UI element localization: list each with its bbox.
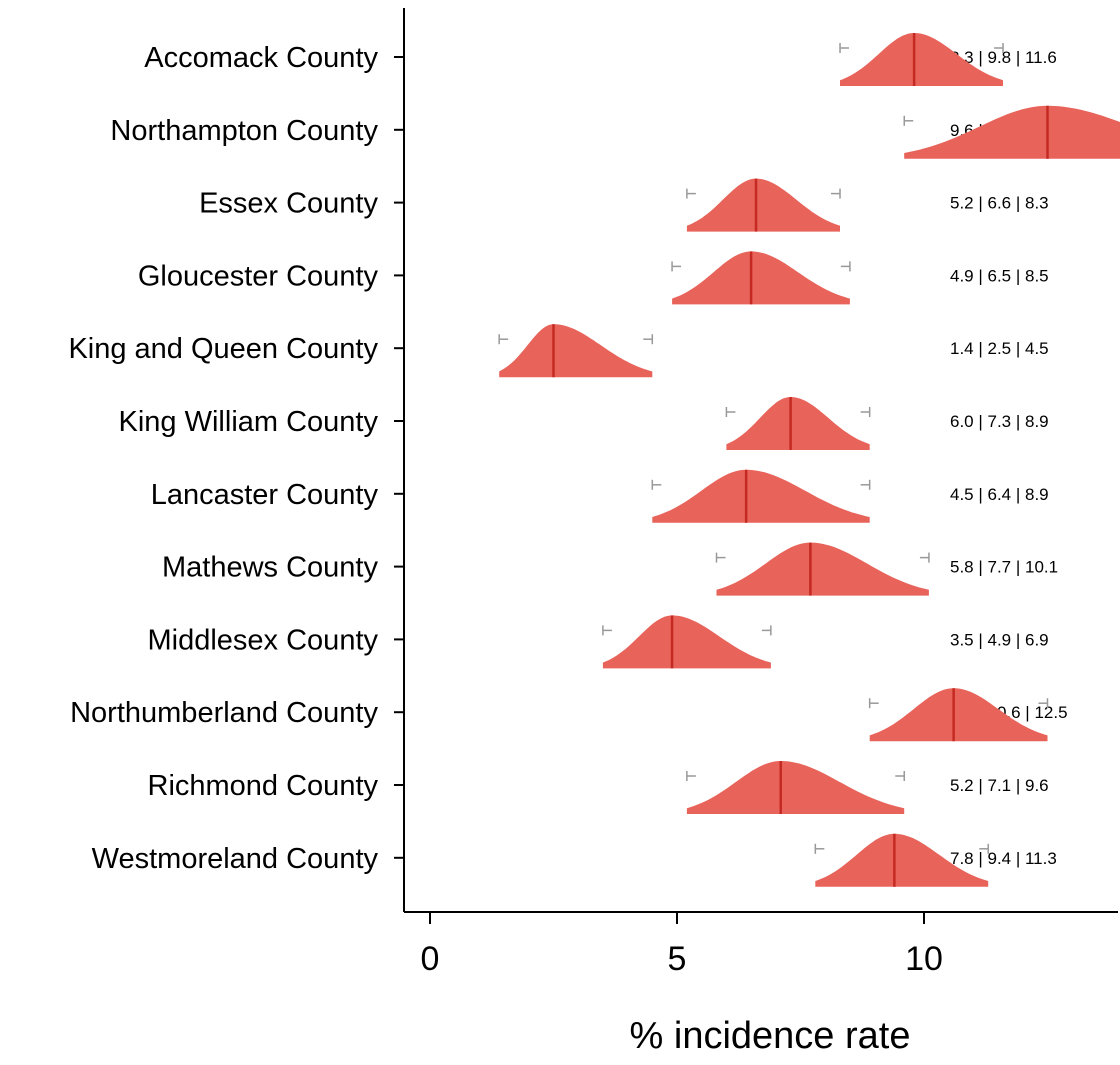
density-shape bbox=[499, 324, 653, 378]
value-annotation: 3.5 | 4.9 | 6.9 bbox=[950, 630, 1049, 649]
density-shape bbox=[815, 833, 989, 887]
interval-whisker bbox=[686, 188, 841, 199]
x-axis-ticks: 05101520 bbox=[421, 912, 943, 978]
row-king-and-queen-county: King and Queen County 1.4 | 2.5 | 4.5 bbox=[68, 324, 1049, 378]
density-shape bbox=[840, 33, 1003, 86]
interval-whisker bbox=[903, 115, 914, 126]
interval-whisker bbox=[814, 843, 989, 854]
x-tick-label: 10 bbox=[905, 940, 943, 978]
row-westmoreland-county: Westmoreland County 7.8 | 9.4 | 11.3 bbox=[92, 833, 1057, 887]
y-tick-label: Westmoreland County bbox=[92, 843, 379, 875]
row-mathews-county: Mathews County 5.8 | 7.7 | 10.1 bbox=[162, 542, 1058, 596]
y-tick-label: Essex County bbox=[199, 188, 378, 220]
y-tick-label: King William County bbox=[119, 406, 379, 438]
chart-rows: Accomack County 8.3 | 9.8 | 11.6 Northampt… bbox=[68, 33, 1120, 887]
interval-whisker bbox=[839, 43, 1004, 53]
value-annotation: 8.3 | 9.8 | 11.6 bbox=[950, 48, 1057, 67]
y-tick-label: Lancaster County bbox=[151, 479, 379, 511]
y-tick-label: Northampton County bbox=[110, 115, 378, 147]
y-tick-label: King and Queen County bbox=[68, 333, 378, 365]
density-shape bbox=[652, 469, 870, 523]
y-tick-label: Accomack County bbox=[144, 42, 378, 74]
interval-whisker bbox=[498, 334, 654, 345]
row-northumberland-county: Northumberland County 8.9 | 10.6 | 12.5 bbox=[70, 688, 1068, 742]
row-accomack-county: Accomack County 8.3 | 9.8 | 11.6 bbox=[144, 33, 1057, 86]
value-annotation: 5.8 | 7.7 | 10.1 bbox=[950, 558, 1058, 577]
density-shape bbox=[726, 397, 870, 450]
row-richmond-county: Richmond County 5.2 | 7.1 | 9.6 bbox=[148, 761, 1049, 814]
row-northampton-county: Northampton County9.6 | 12.5 | 16.1 bbox=[110, 105, 1120, 159]
interval-whisker bbox=[715, 552, 930, 563]
density-shape bbox=[869, 688, 1048, 742]
row-gloucester-county: Gloucester County 4.9 | 6.5 | 8.5 bbox=[138, 251, 1049, 305]
value-annotation: 5.2 | 6.6 | 8.3 bbox=[950, 194, 1049, 213]
value-annotation: 1.4 | 2.5 | 4.5 bbox=[950, 339, 1049, 358]
y-tick-label: Middlesex County bbox=[148, 624, 379, 656]
row-king-william-county: King William County 6.0 | 7.3 | 8.9 bbox=[119, 397, 1049, 450]
interval-whisker bbox=[868, 698, 1049, 709]
interval-whisker bbox=[651, 479, 871, 490]
y-tick-label: Richmond County bbox=[148, 770, 379, 802]
interval-whisker bbox=[602, 625, 772, 636]
interval-whisker bbox=[671, 261, 851, 272]
interval-whisker bbox=[725, 407, 871, 417]
x-tick-label: 5 bbox=[668, 940, 687, 978]
density-shape bbox=[672, 251, 850, 305]
density-shape bbox=[686, 178, 840, 232]
value-annotation: 4.9 | 6.5 | 8.5 bbox=[950, 266, 1049, 285]
y-tick-label: Northumberland County bbox=[70, 697, 378, 729]
value-annotation: 5.2 | 7.1 | 9.6 bbox=[950, 776, 1049, 795]
y-tick-label: Mathews County bbox=[162, 552, 378, 584]
y-tick-label: Gloucester County bbox=[138, 260, 379, 292]
x-tick-label: 0 bbox=[421, 940, 440, 978]
value-annotation: 7.8 | 9.4 | 11.3 bbox=[950, 849, 1057, 868]
density-shape bbox=[904, 105, 1120, 159]
density-shape bbox=[716, 542, 929, 596]
x-axis-label: % incidence rate bbox=[630, 1015, 911, 1057]
value-annotation: 6.0 | 7.3 | 8.9 bbox=[950, 412, 1049, 431]
row-middlesex-county: Middlesex County 3.5 | 4.9 | 6.9 bbox=[148, 615, 1049, 669]
row-essex-county: Essex County 5.2 | 6.6 | 8.3 bbox=[199, 178, 1049, 232]
row-lancaster-county: Lancaster County 4.5 | 6.4 | 8.9 bbox=[151, 469, 1049, 523]
value-annotation: 4.5 | 6.4 | 8.9 bbox=[950, 485, 1049, 504]
density-shape bbox=[686, 761, 905, 814]
density-shape bbox=[602, 615, 771, 669]
interval-whisker bbox=[686, 771, 905, 781]
